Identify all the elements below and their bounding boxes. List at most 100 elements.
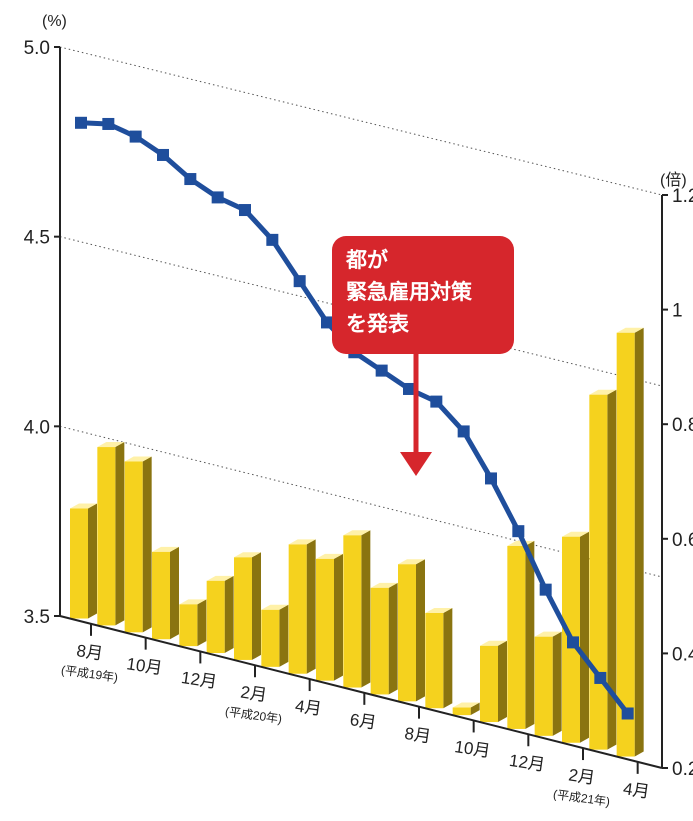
- bar-front: [480, 645, 498, 723]
- bar-top: [152, 546, 179, 552]
- bar-top: [616, 327, 644, 333]
- bar-side: [306, 539, 316, 674]
- bar-side: [416, 559, 425, 702]
- bar-side: [197, 599, 207, 647]
- bar-side: [634, 327, 644, 757]
- bar-top: [534, 631, 562, 637]
- bar-front: [234, 557, 252, 660]
- line-marker: [129, 130, 142, 143]
- x-tick-label: 2月: [239, 683, 268, 705]
- bar-front: [261, 609, 280, 667]
- line-marker: [211, 191, 224, 204]
- bar-front: [398, 564, 416, 702]
- bar-top: [288, 539, 316, 545]
- bar-front: [97, 447, 116, 626]
- right-tick-label: 1.2: [672, 186, 693, 207]
- left-tick-label: 4.5: [24, 228, 50, 249]
- bar: [124, 456, 152, 633]
- right-tick-label: 0.2: [672, 759, 693, 780]
- bar-top: [234, 552, 261, 558]
- left-axis-unit: (%): [42, 13, 67, 30]
- x-tick-label: 2月: [567, 765, 596, 787]
- line-marker: [293, 275, 306, 288]
- bar-top: [589, 389, 617, 395]
- bar-front: [616, 332, 635, 757]
- bar-side: [334, 553, 343, 681]
- bar-series: [70, 327, 644, 757]
- bar: [370, 582, 398, 695]
- line-marker: [567, 636, 579, 649]
- bar-front: [589, 394, 608, 750]
- bar-front: [343, 535, 362, 688]
- bar: [288, 539, 316, 674]
- x-tick-label: 4月: [622, 779, 651, 801]
- x-tick-label: 4月: [294, 696, 323, 718]
- right-tick-label: 1: [672, 301, 683, 322]
- bar-side: [361, 530, 371, 688]
- left-tick-label: 5.0: [24, 38, 50, 59]
- bar-side: [580, 531, 589, 743]
- annotation-callout: 都が 緊急雇用対策 を発表: [332, 236, 514, 354]
- bar: [589, 389, 617, 750]
- bar-top: [206, 575, 234, 581]
- line-marker: [375, 364, 388, 377]
- bar-top: [343, 530, 371, 536]
- bar: [562, 531, 589, 743]
- line-marker: [621, 707, 634, 720]
- bar: [534, 631, 562, 736]
- annotation-line: を発表: [346, 312, 409, 336]
- bar-front: [425, 613, 444, 709]
- arrow-shaft: [413, 352, 419, 454]
- line-marker: [485, 472, 497, 485]
- bar-front: [152, 551, 170, 640]
- line-marker: [321, 316, 333, 329]
- bar-top: [97, 442, 125, 448]
- left-tick-label: 4.0: [24, 417, 50, 438]
- line-marker: [457, 425, 470, 438]
- bar-side: [279, 604, 289, 667]
- bar-top: [562, 531, 589, 537]
- bar: [70, 503, 97, 619]
- bar-side: [115, 442, 125, 626]
- line-marker: [239, 204, 251, 217]
- left-tick-label: 3.5: [24, 607, 50, 628]
- bar-front: [507, 545, 526, 729]
- x-tick-label: 8月: [75, 641, 104, 663]
- line-marker: [539, 583, 552, 596]
- x-tick-label: 12月: [180, 668, 218, 692]
- line-marker: [430, 395, 443, 408]
- bar-side: [607, 389, 617, 750]
- line-marker: [184, 173, 197, 186]
- bar: [343, 530, 371, 688]
- bar: [234, 552, 261, 660]
- bar-top: [179, 599, 207, 605]
- bar: [507, 540, 535, 729]
- x-tick-label: 8月: [403, 724, 432, 746]
- bar-side: [525, 540, 535, 729]
- bar-side: [88, 503, 97, 619]
- bar-top: [398, 559, 425, 565]
- right-tick-label: 0.8: [672, 415, 693, 436]
- annotation-arrow: [400, 352, 432, 476]
- bar-top: [480, 640, 507, 646]
- x-era-label: (平成19年): [60, 663, 119, 685]
- bar-front: [288, 544, 307, 674]
- bar-side: [388, 582, 398, 695]
- line-marker: [157, 148, 169, 161]
- bar-top: [261, 604, 289, 610]
- bar-front: [452, 707, 471, 716]
- right-axis-unit: (倍): [660, 171, 687, 189]
- bar-side: [443, 608, 453, 709]
- bar-front: [206, 580, 225, 654]
- x-tick-label: 12月: [508, 751, 546, 775]
- bar: [480, 640, 507, 723]
- line-marker: [403, 382, 415, 395]
- x-tick-label: 6月: [349, 710, 378, 732]
- bar-front: [370, 587, 389, 695]
- gridline: [59, 46, 663, 196]
- bar-front: [70, 508, 88, 619]
- arrow-head: [400, 452, 432, 476]
- bar: [452, 702, 480, 716]
- x-era-label: (平成21年): [552, 787, 611, 809]
